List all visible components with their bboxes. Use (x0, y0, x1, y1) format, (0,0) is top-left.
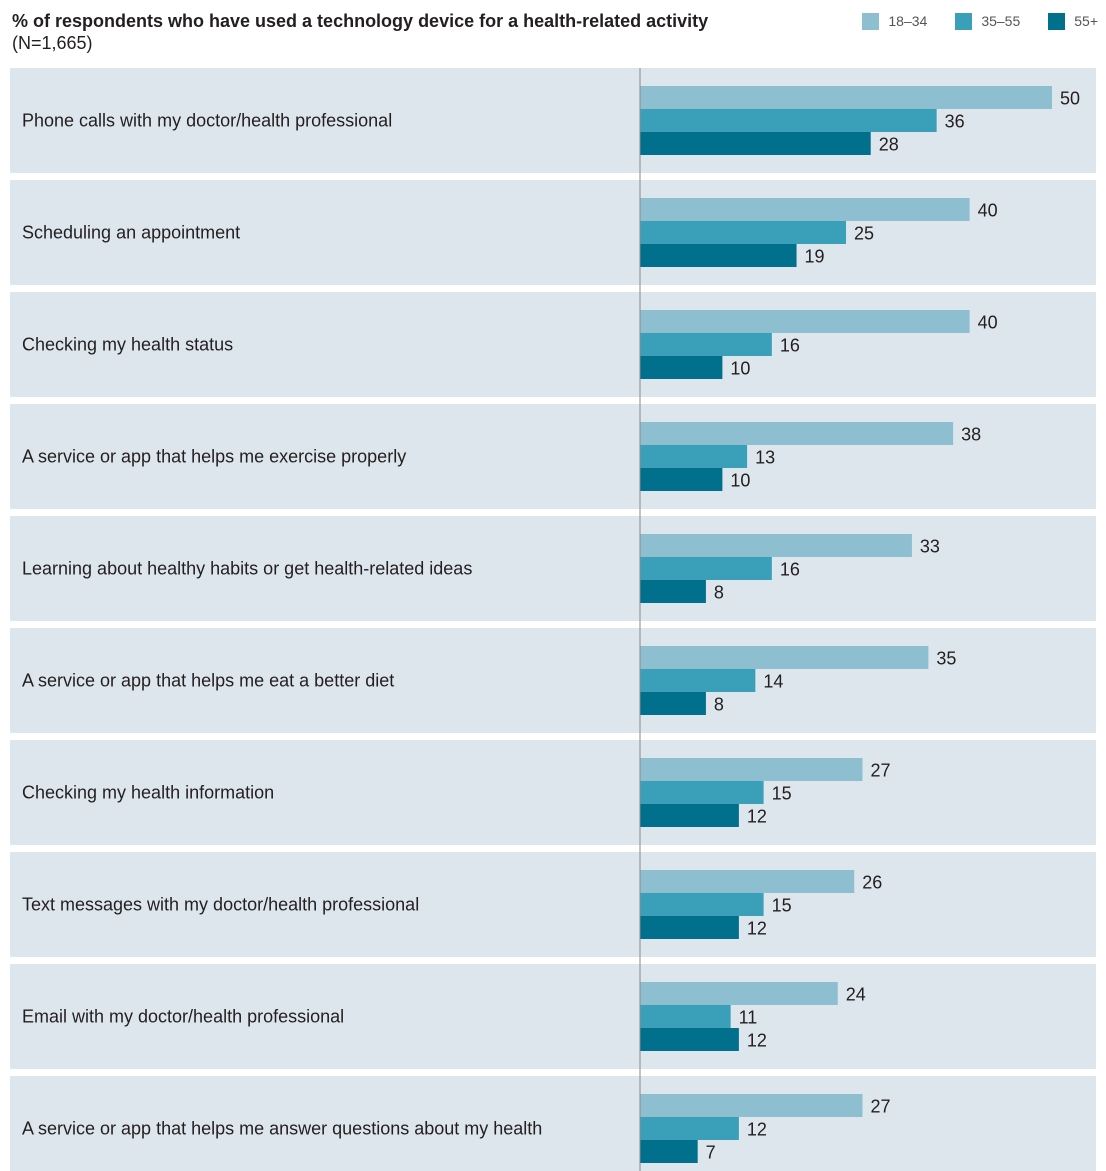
bar-value-label: 19 (805, 247, 825, 267)
bar (640, 692, 706, 715)
category-panel (10, 292, 1096, 397)
bar-value-label: 15 (772, 896, 792, 916)
bar-value-label: 12 (747, 1120, 767, 1140)
bar-value-label: 40 (978, 201, 998, 221)
bar (640, 982, 838, 1005)
bar (640, 804, 739, 827)
bar-value-label: 10 (730, 359, 750, 379)
bar-value-label: 16 (780, 336, 800, 356)
bar-value-label: 36 (945, 112, 965, 132)
bar (640, 758, 863, 781)
category-label: Scheduling an appointment (22, 223, 240, 243)
bar (640, 1028, 739, 1051)
bar-value-label: 16 (780, 560, 800, 580)
bar-value-label: 13 (755, 448, 775, 468)
bar (640, 1094, 863, 1117)
bar (640, 109, 937, 132)
legend-item-55-plus: 55+ (1048, 12, 1098, 30)
bar (640, 916, 739, 939)
bar (640, 893, 764, 916)
bar-value-label: 33 (920, 537, 940, 557)
category-panel (10, 740, 1096, 845)
category-panel (10, 1076, 1096, 1171)
category-label: Phone calls with my doctor/health profes… (22, 111, 392, 131)
category-label: A service or app that helps me eat a bet… (22, 671, 394, 691)
category-label: A service or app that helps me answer qu… (22, 1119, 542, 1139)
legend-label-55-plus: 55+ (1074, 13, 1098, 29)
bar-value-label: 35 (936, 649, 956, 669)
category-panel (10, 852, 1096, 957)
category-label: Learning about healthy habits or get hea… (22, 559, 472, 579)
legend-swatch-18-34 (862, 12, 880, 30)
bar (640, 445, 748, 468)
category-panel (10, 516, 1096, 621)
legend-item-18-34: 18–34 (862, 12, 928, 30)
bar (640, 781, 764, 804)
bar (640, 1005, 731, 1028)
category-panel (10, 964, 1096, 1069)
bar-value-label: 28 (879, 135, 899, 155)
bar-value-label: 7 (706, 1143, 716, 1163)
bar (640, 870, 855, 893)
bar-value-label: 8 (714, 695, 724, 715)
bar-value-label: 10 (730, 471, 750, 491)
bar (640, 356, 723, 379)
bar (640, 422, 954, 445)
bar-value-label: 14 (763, 672, 783, 692)
bar-value-label: 27 (870, 1097, 890, 1117)
bar (640, 580, 706, 603)
category-label: Email with my doctor/health professional (22, 1007, 344, 1027)
category-label: Checking my health information (22, 783, 274, 803)
bar (640, 221, 846, 244)
bar (640, 1117, 739, 1140)
legend-label-18-34: 18–34 (888, 13, 928, 29)
legend-swatch-55-plus (1048, 12, 1066, 30)
bar (640, 132, 871, 155)
legend-swatch-35-55 (955, 12, 973, 30)
category-panel (10, 404, 1096, 509)
chart-legend: 18–34 35–55 55+ (834, 10, 1098, 32)
bar-value-label: 50 (1060, 89, 1080, 109)
category-panel (10, 628, 1096, 733)
bar-value-label: 27 (870, 761, 890, 781)
category-label: Text messages with my doctor/health prof… (22, 895, 419, 915)
bar-value-label: 11 (739, 1008, 758, 1028)
bar (640, 468, 723, 491)
bar (640, 86, 1052, 109)
legend-label-35-55: 35–55 (981, 13, 1021, 29)
bar (640, 1140, 698, 1163)
bar-value-label: 15 (772, 784, 792, 804)
bar-value-label: 40 (978, 313, 998, 333)
bar (640, 646, 929, 669)
bar-value-label: 24 (846, 985, 866, 1005)
bar (640, 557, 772, 580)
bar-value-label: 8 (714, 583, 724, 603)
bar (640, 310, 970, 333)
bar (640, 534, 912, 557)
bar-value-label: 25 (854, 224, 874, 244)
chart-title-note: (N=1,665) (12, 33, 93, 53)
bar (640, 669, 756, 692)
chart-title-main: % of respondents who have used a technol… (12, 11, 709, 31)
category-label: A service or app that helps me exercise … (22, 447, 406, 467)
bar (640, 244, 797, 267)
category-label: Checking my health status (22, 335, 233, 355)
bar-value-label: 38 (961, 425, 981, 445)
bar-value-label: 26 (862, 873, 882, 893)
bar-value-label: 12 (747, 807, 767, 827)
chart-title: % of respondents who have used a technol… (12, 10, 712, 54)
bar-value-label: 12 (747, 919, 767, 939)
legend-item-35-55: 35–55 (955, 12, 1021, 30)
bar (640, 198, 970, 221)
bar-value-label: 12 (747, 1031, 767, 1051)
category-panel (10, 180, 1096, 285)
bar (640, 333, 772, 356)
